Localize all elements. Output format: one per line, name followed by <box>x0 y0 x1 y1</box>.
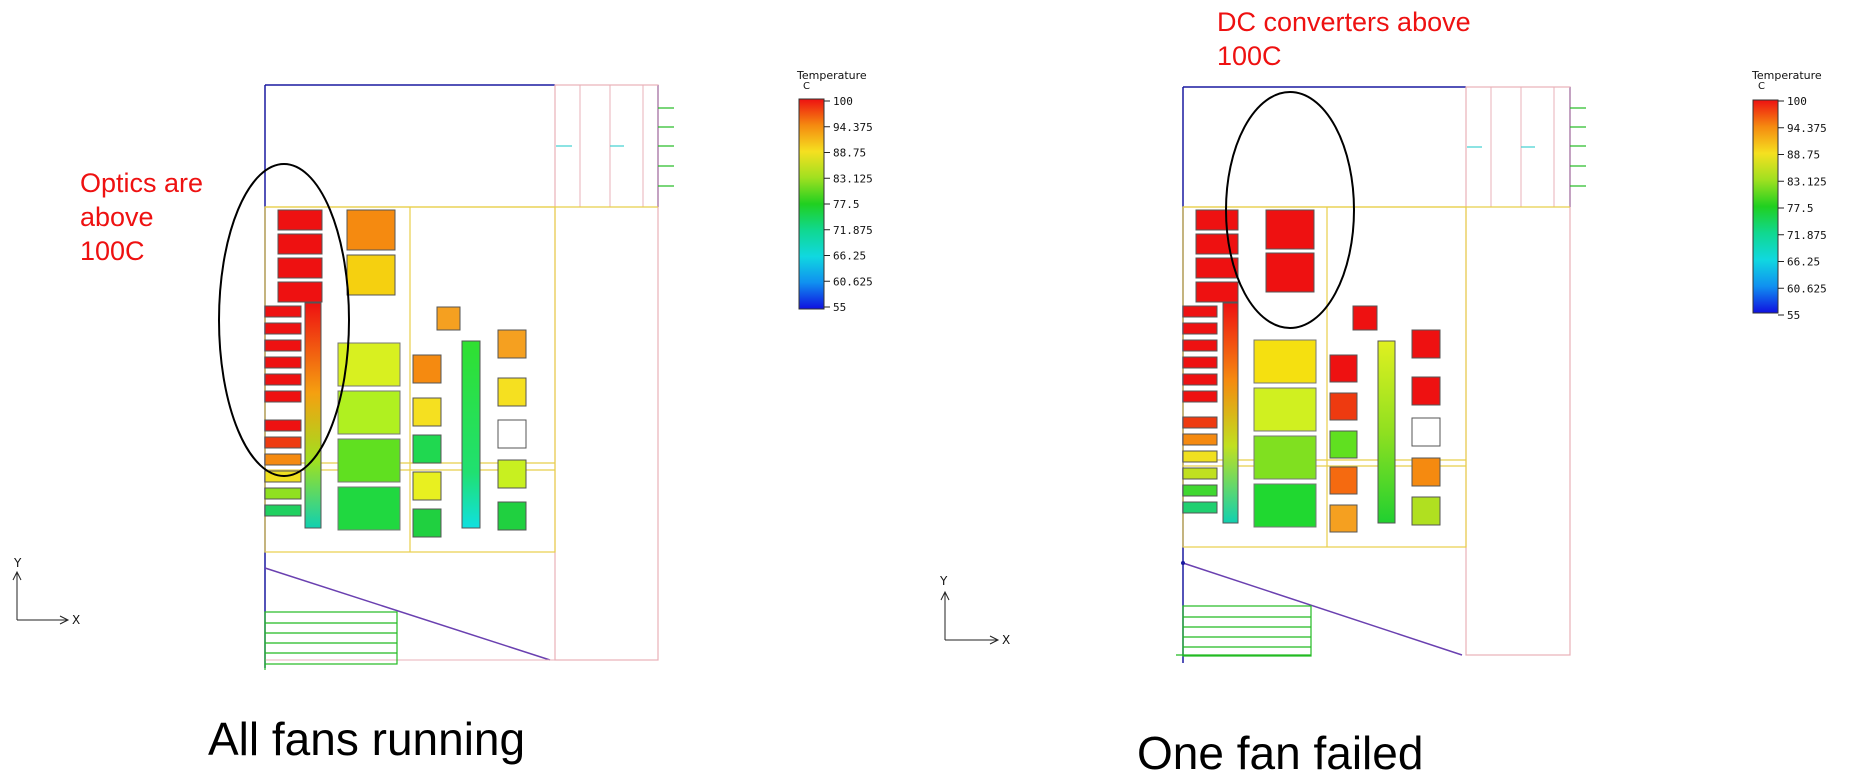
legend-unit: C <box>803 81 810 92</box>
annotation-line: DC converters above <box>1217 7 1471 37</box>
axis-y-label: Y <box>939 574 948 588</box>
axis-x-label: X <box>72 613 80 627</box>
legend-tick-label: 71.875 <box>833 224 873 237</box>
legend-tick-label: 77.5 <box>1787 202 1814 215</box>
thermal-plot-right: Temperature C 100 94.375 88.75 83.125 77.5 71… <box>939 69 1827 663</box>
annotation-line: 100C <box>80 236 145 266</box>
annotation-line: above <box>80 202 154 232</box>
legend-tick-label: 100 <box>1787 95 1807 108</box>
legend-ticks: 100 94.375 88.75 83.125 77.5 71.875 66.25 60.62… <box>1778 95 1827 322</box>
legend-tick-label: 94.375 <box>833 121 873 134</box>
legend-tick-label: 60.625 <box>1787 282 1827 295</box>
legend-ticks: 100 94.375 88.75 83.125 77.5 71.875 66.25 60.62… <box>824 95 873 314</box>
legend-tick-label: 83.125 <box>833 172 873 185</box>
legend-tick-label: 83.125 <box>1787 175 1827 188</box>
annotation-line: 100C <box>1217 41 1282 71</box>
legend-tick-label: 88.75 <box>833 147 866 160</box>
legend-tick-label: 66.25 <box>833 250 866 263</box>
legend-tick-label: 60.625 <box>833 275 873 288</box>
annotation-line: Optics are <box>80 168 204 198</box>
legend-title: Temperature <box>796 69 867 82</box>
axis-y-label: Y <box>13 556 22 570</box>
legend-tick-label: 55 <box>833 301 846 314</box>
annotation-ellipse <box>1225 91 1355 329</box>
legend-tick-label: 71.875 <box>1787 229 1827 242</box>
legend-tick-label: 66.25 <box>1787 256 1820 269</box>
color-legend: Temperature C 100 94.375 88.75 83.125 77.5 71… <box>1751 69 1827 322</box>
caption-one-fan-failed: One fan failed <box>1137 727 1424 779</box>
annotation-dc-converters: DC converters above 100C <box>1217 5 1471 73</box>
legend-tick-label: 77.5 <box>833 198 860 211</box>
legend-unit: C <box>1758 81 1765 92</box>
axes-triad: Y X <box>939 574 1010 647</box>
legend-tick-label: 100 <box>833 95 853 108</box>
axes-triad: Y X <box>12 556 80 627</box>
annotation-ellipse <box>218 163 350 477</box>
legend-tick-label: 55 <box>1787 309 1800 322</box>
legend-tick-label: 88.75 <box>1787 149 1820 162</box>
legend-title: Temperature <box>1751 69 1822 82</box>
axis-x-label: X <box>1002 633 1010 647</box>
thermal-plot-left: Temperature C 100 94.375 88.75 83.125 77.5 71… <box>12 69 873 670</box>
caption-all-fans-running: All fans running <box>208 713 526 765</box>
legend-tick-label: 94.375 <box>1787 122 1827 135</box>
panel-all-fans-running: Temperature C 100 94.375 88.75 83.125 77.5 71… <box>0 0 926 771</box>
panel-one-fan-failed: Temperature C 100 94.375 88.75 83.125 77.5 71… <box>926 0 1852 779</box>
annotation-optics: Optics are above 100C <box>80 166 203 268</box>
color-legend: Temperature C 100 94.375 88.75 83.125 77.5 71… <box>796 69 873 314</box>
